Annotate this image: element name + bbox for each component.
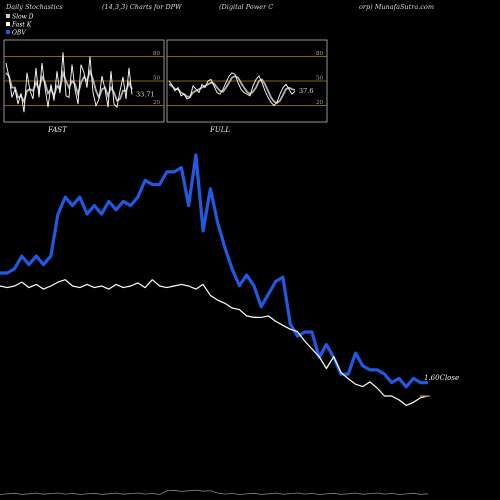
close-price-line	[0, 279, 429, 406]
volume-line	[0, 489, 429, 495]
legend-swatch-slow-d	[6, 14, 10, 18]
site-name: orp) MunafaSutra.com	[359, 3, 434, 11]
full-tick-80: 80	[316, 51, 323, 57]
full-last-value: 37.6	[299, 87, 313, 95]
fast-tick-20: 20	[153, 100, 160, 106]
fast-last-value: 33.71	[136, 90, 155, 98]
full-stochastic-panel: 20 50 80 37.6	[166, 39, 328, 123]
full-tick-20: 20	[316, 100, 323, 106]
fast-stochastic-panel: 20 50 80 33.71	[3, 39, 165, 123]
full-panel-caption: FULL	[209, 126, 230, 134]
fast-slow-d-line	[5, 68, 133, 104]
volume-strip	[0, 489, 429, 495]
legend-swatch-obv	[6, 30, 10, 34]
legend-label-obv: OBV	[12, 30, 26, 37]
fast-tick-50: 50	[153, 76, 160, 82]
price-obv-chart	[0, 153, 430, 406]
legend-label-fast-k: Fast K	[11, 22, 32, 29]
full-tick-50: 50	[316, 76, 323, 82]
legend-swatch-fast-k	[6, 22, 10, 26]
chart-title: Daily Stochastics	[5, 3, 63, 11]
fast-fast-k-line	[5, 52, 133, 113]
fast-panel-caption: FAST	[47, 126, 68, 134]
full-fast-k-line	[168, 72, 296, 107]
obv-line	[0, 153, 428, 389]
company-name: (Digital Power C	[219, 3, 273, 11]
chart-params: (14,3,3) Charts for DPW	[102, 3, 183, 11]
fast-tick-80: 80	[153, 51, 160, 57]
legend-label-slow-d: Slow D	[12, 14, 34, 21]
close-value-label: 1.60Close	[424, 374, 459, 382]
legend: Slow D Fast K OBV	[6, 14, 34, 37]
